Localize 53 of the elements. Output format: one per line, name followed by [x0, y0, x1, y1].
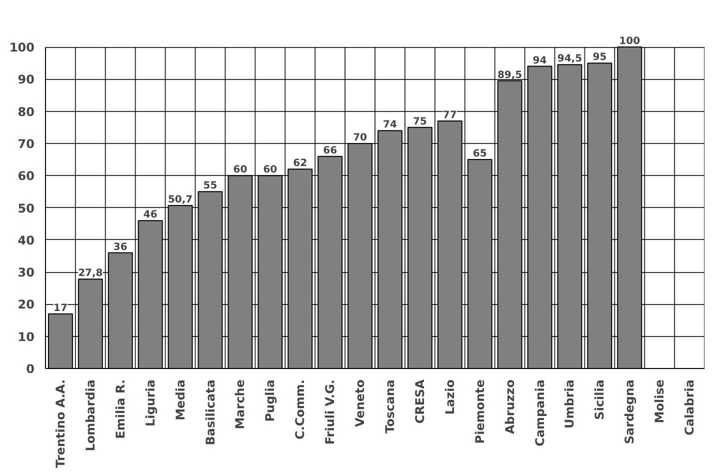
- data-label: 60: [263, 164, 278, 176]
- y-tick-label: 80: [18, 104, 35, 119]
- x-tick-label: Emilia R.: [113, 379, 128, 439]
- data-label: 95: [592, 52, 607, 64]
- data-label: 17: [54, 302, 68, 314]
- y-tick-label: 100: [9, 40, 35, 55]
- x-tick-label: Sicilia: [592, 379, 607, 420]
- x-tick-label: Friuli V.G.: [323, 379, 338, 445]
- y-tick-label: 60: [18, 169, 35, 184]
- x-tick-label: Toscana: [382, 379, 397, 434]
- x-tick-label: CRESA: [412, 378, 427, 424]
- x-tick-label: Media: [173, 379, 188, 420]
- y-tick-label: 0: [26, 362, 35, 376]
- data-label: 75: [412, 116, 427, 128]
- y-tick-label: 30: [18, 266, 35, 280]
- data-label: 55: [203, 180, 218, 192]
- x-tick-label: Veneto: [353, 379, 368, 427]
- x-tick-label: Campania: [532, 379, 547, 446]
- data-label: 36: [113, 242, 128, 253]
- data-label: 77: [442, 110, 457, 121]
- x-tick-label: Molise: [652, 379, 667, 424]
- data-label: 27,8: [78, 268, 103, 280]
- x-tick-label: Puglia: [263, 379, 278, 422]
- data-label: 70: [353, 132, 368, 144]
- x-tick-label: Lazio: [442, 379, 457, 415]
- x-tick-label: Umbria: [562, 380, 577, 428]
- x-tick-label: Liguria: [143, 379, 158, 427]
- data-label: 89,5: [497, 70, 522, 81]
- data-label: 50,7: [168, 194, 193, 206]
- data-label: 65: [472, 148, 487, 160]
- data-label: 100: [619, 36, 640, 48]
- x-tick-label: Sardegna: [622, 379, 637, 444]
- data-label: 46: [143, 210, 158, 221]
- data-label: 94,5: [557, 54, 582, 65]
- x-tick-label: C.Comm.: [293, 380, 308, 440]
- x-tick-label: Abruzzo: [502, 379, 517, 434]
- x-tick-label: Basilicata: [203, 379, 218, 446]
- y-tick-label: 40: [18, 233, 35, 248]
- y-tick-label: 10: [18, 330, 35, 344]
- x-tick-label: Piemonte: [472, 379, 487, 444]
- data-label: 60: [233, 164, 248, 176]
- x-tick-label: Lombardia: [83, 379, 98, 452]
- data-label: 66: [323, 145, 338, 156]
- data-label: 74: [383, 120, 397, 131]
- y-tick-label: 20: [18, 298, 35, 312]
- x-tick-label: Marche: [233, 379, 248, 430]
- y-tick-label: 70: [18, 136, 35, 151]
- data-label: 94: [532, 55, 547, 66]
- y-tick-label: 50: [18, 201, 35, 216]
- x-tick-label: Trentino A.A.: [53, 379, 68, 468]
- x-tick-label: Calabria: [682, 379, 697, 436]
- y-tick-label: 90: [18, 72, 35, 87]
- data-label: 62: [293, 158, 308, 170]
